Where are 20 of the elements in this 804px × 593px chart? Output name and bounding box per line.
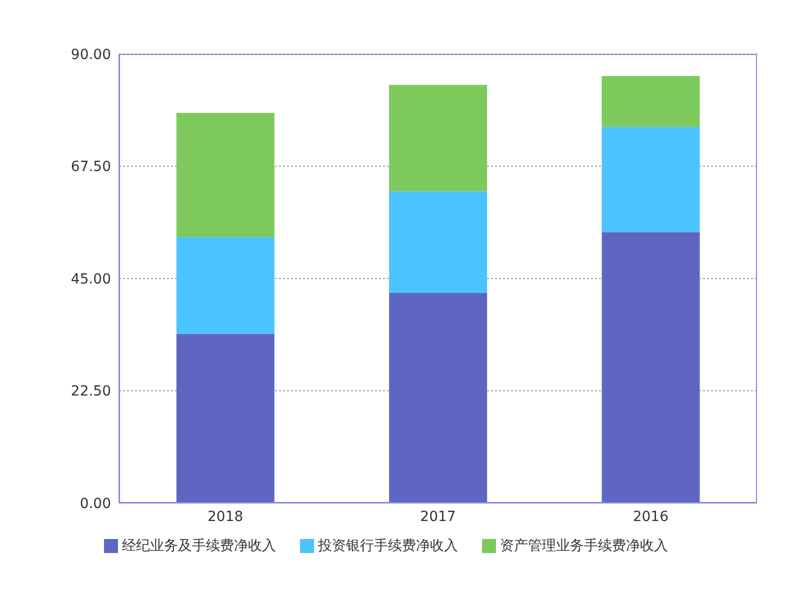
legend-label: 投资银行手续费净收入 [318,538,458,554]
legend-label: 经纪业务及手续费净收入 [122,538,276,554]
bar [176,334,274,503]
y-tick-label: 90.00 [70,46,111,63]
y-tick-label: 67.50 [70,159,111,176]
bar [176,112,274,238]
x-tick-label: 2017 [420,508,456,525]
bar [602,76,700,127]
y-tick-label: 0.00 [80,496,111,512]
x-tick-label: 2018 [208,508,244,525]
legend-label: 资产管理业务手续费净收入 [500,538,668,554]
bar [176,237,274,334]
y-tick-label: 45.00 [70,271,111,288]
bar [389,84,488,192]
bar [389,191,488,293]
y-tick-label: 22.50 [70,384,111,400]
x-tick-label: 2016 [632,508,669,525]
bar [602,126,700,232]
bar [602,232,700,503]
bar [389,292,488,503]
